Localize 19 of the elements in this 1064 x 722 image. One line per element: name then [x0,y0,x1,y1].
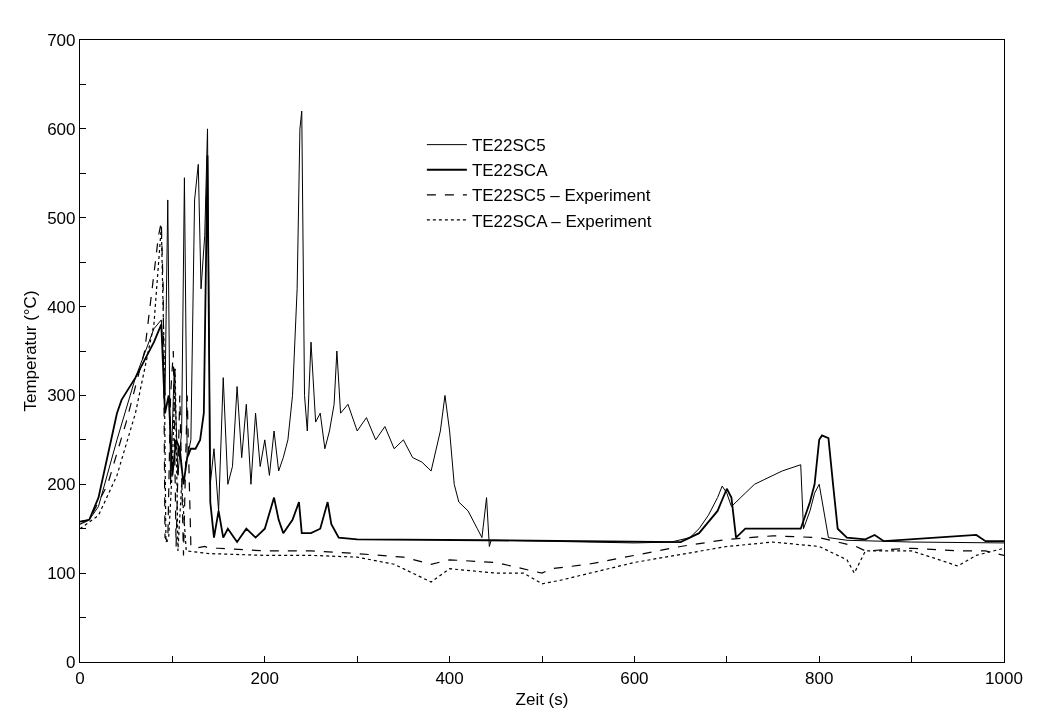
x-tick-label: 800 [805,668,834,688]
x-tick-label: 600 [620,668,649,688]
x-axis-title: Zeit (s) [515,689,569,709]
legend-label: TE22SCA [471,161,549,181]
y-tick-label: 700 [47,30,76,50]
y-tick-label: 300 [47,386,76,406]
x-tick-label: 200 [250,668,279,688]
legend-label: TE22SCA – Experiment [471,211,652,231]
legend-label: TE22SC5 [471,136,546,156]
y-tick-label: 400 [47,297,76,317]
y-tick-label: 200 [47,475,76,495]
y-tick-label: 500 [47,208,76,228]
y-tick-label: 0 [66,652,76,672]
y-tick-label: 100 [47,564,76,584]
x-tick-label: 1000 [985,668,1023,688]
y-tick-label: 600 [47,119,76,139]
x-tick-label: 400 [435,668,464,688]
y-axis-title: Temperatur (°C) [20,290,40,412]
legend-label: TE22SC5 – Experiment [471,186,651,206]
